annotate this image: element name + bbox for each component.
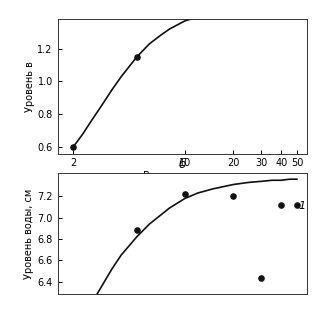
X-axis label: Время, минуты: Время, минуты — [143, 171, 221, 181]
Text: б: б — [179, 158, 186, 171]
Text: 14час. 07мин.: 14час. 07мин. — [83, 189, 149, 198]
Point — [259, 276, 264, 281]
Point — [134, 54, 140, 60]
Y-axis label: Уровень в: Уровень в — [25, 61, 35, 112]
Y-axis label: Уровень воды, см: Уровень воды, см — [24, 188, 35, 279]
Point — [70, 145, 76, 150]
Point — [182, 192, 188, 197]
Point — [231, 194, 236, 199]
Point — [279, 202, 284, 207]
Point — [134, 228, 140, 233]
Point — [294, 202, 300, 207]
Text: 1: 1 — [298, 201, 305, 211]
